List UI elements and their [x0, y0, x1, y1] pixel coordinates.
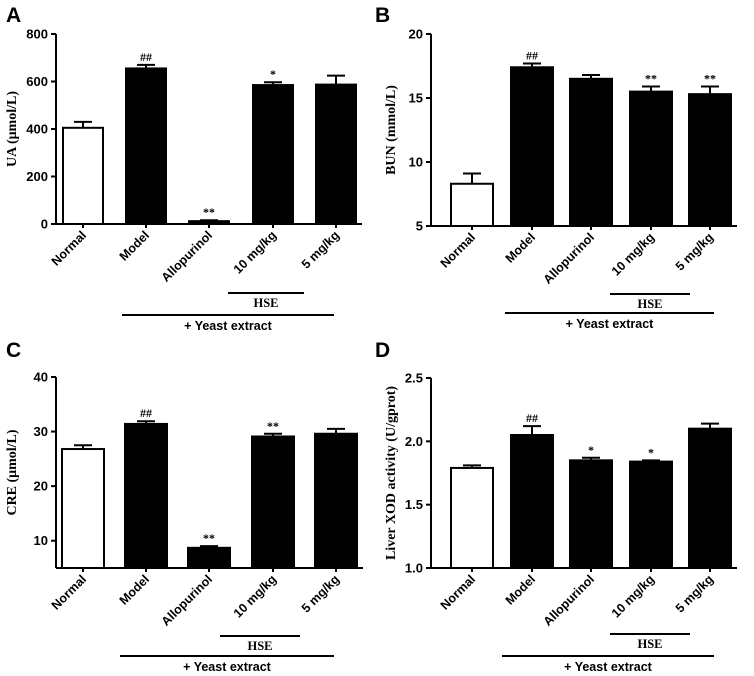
bar-1: [510, 434, 554, 569]
x-tick-label: Normal: [438, 230, 478, 270]
significance-marker: ##: [140, 50, 152, 64]
y-axis-label: CRE (μmol/L): [5, 429, 20, 515]
y-tick-label: 400: [26, 122, 48, 137]
x-tick-label: 10 mg/kg: [609, 230, 657, 278]
significance-marker: **: [267, 419, 279, 433]
bar-2: [187, 546, 231, 570]
y-tick-label: 40: [34, 370, 48, 385]
y-tick-label: 800: [26, 27, 48, 42]
x-tick-label: 5 mg/kg: [299, 572, 342, 615]
y-tick-label: 2.5: [405, 371, 423, 386]
hse-label: HSE: [637, 637, 662, 651]
bar-3: [629, 460, 673, 570]
x-tick-label: Normal: [49, 572, 89, 612]
panel-letter: D: [375, 339, 390, 362]
bar-4: [688, 427, 732, 569]
x-tick-label: Allopurinol: [541, 572, 598, 629]
significance-marker: **: [203, 205, 215, 219]
bar-0: [450, 466, 494, 569]
bar-1: [124, 422, 168, 569]
bar-4: [688, 93, 732, 227]
bar-4: [315, 83, 357, 226]
significance-marker: ##: [526, 48, 538, 62]
y-tick-label: 10: [34, 533, 48, 548]
hse-label: HSE: [253, 296, 278, 310]
panel-letter: A: [6, 4, 21, 27]
y-tick-label: 15: [409, 91, 423, 106]
yeast-extract-label: + Yeast extract: [184, 319, 273, 333]
significance-marker: ##: [140, 406, 152, 420]
x-tick-label: Model: [503, 572, 538, 607]
x-tick-label: 10 mg/kg: [231, 228, 279, 276]
bar-3: [251, 435, 295, 569]
panel-b: B BUN (mmol/L) ## ** ** 5 10 15 20 Normal Model All…: [375, 4, 737, 331]
x-tick-label: Allopurinol: [541, 230, 598, 287]
significance-marker: *: [648, 445, 654, 459]
panel-letter: C: [6, 339, 21, 362]
y-tick-label: 10: [409, 155, 423, 170]
y-tick-label: 600: [26, 74, 48, 89]
yeast-extract-label: + Yeast extract: [183, 660, 272, 674]
y-tick-label: 2.0: [405, 434, 423, 449]
bar-0: [61, 448, 105, 569]
y-axis-label: BUN (mmol/L): [384, 85, 399, 175]
x-tick-label: 10 mg/kg: [609, 572, 657, 620]
y-tick-label: 200: [26, 169, 48, 184]
x-tick-label: 5 mg/kg: [673, 230, 716, 273]
x-tick-label: 10 mg/kg: [231, 572, 279, 620]
x-tick-label: Normal: [49, 228, 89, 268]
y-tick-label: 5: [416, 219, 423, 234]
bar-1: [125, 67, 167, 225]
x-tick-label: 5 mg/kg: [673, 572, 716, 615]
y-tick-label: 1.0: [405, 561, 423, 576]
x-tick-label: Normal: [438, 572, 478, 612]
significance-marker: **: [645, 71, 657, 85]
y-tick-label: 20: [34, 479, 48, 494]
y-axis-label: Liver XOD activity (U/gprot): [384, 386, 399, 560]
x-tick-label: Model: [117, 228, 152, 263]
panel-c: C CRE (μmol/L) ## ** ** 10 20 30 40 Normal Model Al…: [5, 339, 363, 674]
bar-0: [450, 182, 494, 227]
hse-label: HSE: [247, 639, 272, 653]
bar-3: [252, 84, 294, 225]
x-tick-label: Allopurinol: [159, 572, 216, 629]
yeast-extract-label: + Yeast extract: [564, 660, 653, 674]
bar-1: [510, 66, 554, 227]
x-tick-label: 5 mg/kg: [299, 228, 342, 271]
hse-label: HSE: [637, 297, 662, 311]
panel-d: D Liver XOD activity (U/gprot) ## * * 1.0 1.5 2…: [375, 339, 737, 674]
x-tick-label: Allopurinol: [159, 228, 216, 285]
significance-marker: ##: [526, 411, 538, 425]
x-tick-label: Model: [117, 572, 152, 607]
bar-0: [62, 126, 104, 225]
bar-2: [569, 77, 613, 227]
y-tick-label: 20: [409, 27, 423, 42]
bar-3: [629, 90, 673, 227]
y-tick-label: 1.5: [405, 497, 423, 512]
yeast-extract-label: + Yeast extract: [566, 317, 655, 331]
bar-2: [569, 459, 613, 570]
x-tick-label: Model: [503, 230, 538, 265]
y-axis-label: UA (μmol/L): [5, 91, 20, 167]
y-tick-label: 30: [34, 424, 48, 439]
y-tick-label: 0: [41, 217, 48, 232]
bar-4: [314, 432, 358, 569]
significance-marker: *: [588, 443, 594, 457]
significance-marker: **: [704, 71, 716, 85]
significance-marker: **: [203, 531, 215, 545]
significance-marker: *: [270, 67, 276, 81]
panel-letter: B: [375, 4, 390, 27]
